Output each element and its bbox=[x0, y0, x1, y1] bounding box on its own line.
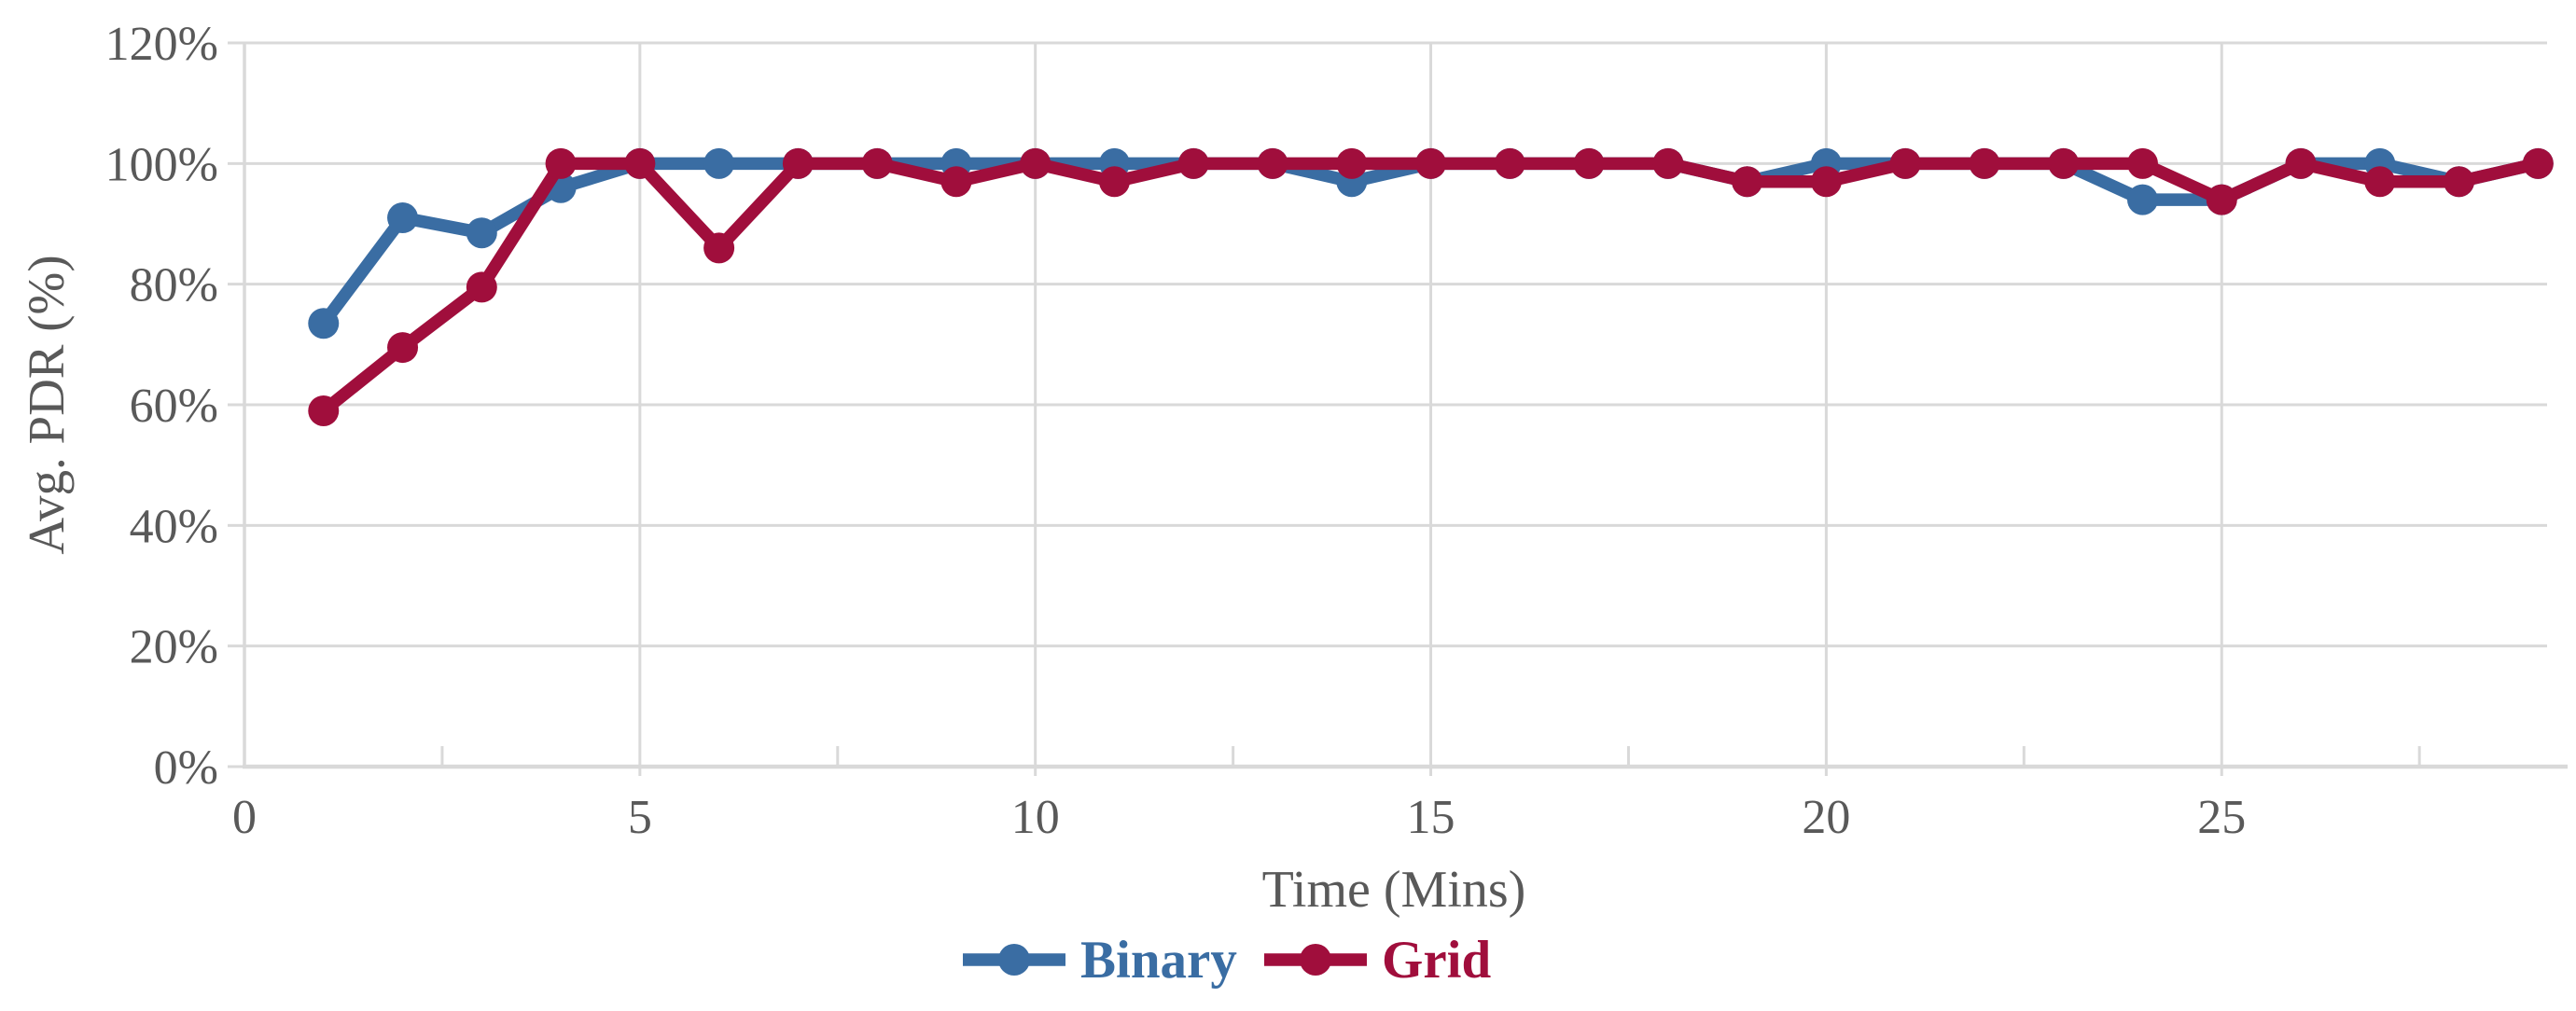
y-tick-label-100: 100% bbox=[105, 138, 218, 191]
grid-point-3 bbox=[466, 271, 497, 303]
x-tick-label-5: 5 bbox=[628, 791, 652, 844]
legend-label-grid: Grid bbox=[1382, 931, 1491, 990]
grid-point-14 bbox=[1336, 147, 1368, 179]
binary-point-6 bbox=[703, 147, 735, 179]
binary-point-3 bbox=[466, 217, 497, 249]
y-tick-label-20: 20% bbox=[130, 621, 218, 674]
binary-legend-marker-icon bbox=[963, 944, 1065, 976]
grid-point-1 bbox=[308, 395, 340, 426]
grid-point-13 bbox=[1257, 147, 1288, 179]
series-layer bbox=[308, 147, 2554, 426]
x-tick-label-0: 0 bbox=[232, 791, 257, 844]
legend-marker-dot bbox=[1300, 944, 1331, 976]
grid-point-20 bbox=[1810, 166, 1842, 198]
x-tick-label-10: 10 bbox=[1011, 791, 1060, 844]
grid-point-25 bbox=[2206, 184, 2237, 215]
legend-marker-dot bbox=[998, 944, 1030, 976]
grid-point-7 bbox=[782, 147, 814, 179]
axis-layer bbox=[228, 41, 2568, 769]
grid-point-5 bbox=[624, 147, 656, 179]
grid-point-19 bbox=[1732, 166, 1763, 198]
grid-point-24 bbox=[2126, 147, 2158, 179]
y-tick-label-60: 60% bbox=[130, 380, 218, 433]
grid-legend-marker-icon bbox=[1264, 944, 1367, 976]
x-tick-label-25: 25 bbox=[2197, 791, 2246, 844]
binary-point-24 bbox=[2126, 184, 2158, 215]
grid-point-10 bbox=[1020, 147, 1051, 179]
grid-point-9 bbox=[940, 166, 972, 198]
grid-point-11 bbox=[1098, 166, 1130, 198]
grid-point-6 bbox=[703, 232, 735, 264]
grid-point-26 bbox=[2285, 147, 2317, 179]
grid-point-16 bbox=[1494, 147, 1525, 179]
tick-label-layer: 0% 20% 40% 60% 80% 100% 120% 0 5 10 15 20 25 bbox=[105, 18, 2247, 844]
x-tick-label-15: 15 bbox=[1407, 791, 1455, 844]
grid-point-8 bbox=[861, 147, 893, 179]
y-tick-label-0: 0% bbox=[154, 741, 218, 795]
grid-point-4 bbox=[545, 147, 577, 179]
grid-point-27 bbox=[2364, 166, 2396, 198]
x-tick-label-20: 20 bbox=[1802, 791, 1850, 844]
y-tick-label-120: 120% bbox=[105, 18, 218, 71]
grid-point-18 bbox=[1652, 147, 1684, 179]
binary-point-2 bbox=[387, 202, 419, 234]
grid-point-23 bbox=[2048, 147, 2080, 179]
grid-point-28 bbox=[2444, 166, 2475, 198]
x-axis-title: Time (Mins) bbox=[1262, 861, 1526, 919]
grid-point-21 bbox=[1889, 147, 1921, 179]
grid-point-22 bbox=[1969, 147, 2000, 179]
y-tick-label-80: 80% bbox=[130, 259, 218, 312]
grid-point-12 bbox=[1177, 147, 1209, 179]
grid-point-17 bbox=[1573, 147, 1605, 179]
grid-layer bbox=[244, 41, 2547, 776]
legend-item-binary: Binary bbox=[963, 931, 1237, 990]
grid-point-2 bbox=[387, 332, 419, 364]
legend-item-grid: Grid bbox=[1264, 931, 1491, 990]
legend-label-binary: Binary bbox=[1080, 931, 1237, 990]
y-tick-label-40: 40% bbox=[130, 500, 218, 553]
legend: Binary Grid bbox=[963, 931, 1491, 990]
binary-point-1 bbox=[308, 308, 340, 339]
grid-point-29 bbox=[2522, 147, 2554, 179]
grid-point-15 bbox=[1415, 147, 1447, 179]
y-axis-title: Avg. PDR (%) bbox=[18, 255, 75, 554]
